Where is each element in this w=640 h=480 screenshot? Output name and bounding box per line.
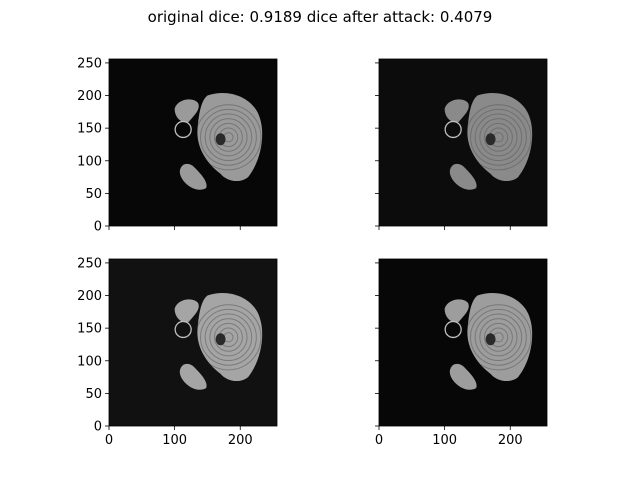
brain-core-dark [215, 133, 226, 146]
marker-circle [444, 320, 462, 339]
brain-texture-ring [213, 322, 243, 352]
brain-texture-ring [470, 108, 527, 166]
y-tick-label: 150 [77, 122, 102, 137]
brain-texture-ring [197, 304, 262, 371]
brain-texture-ring [483, 322, 513, 352]
brain-texture-ring [479, 318, 518, 357]
brain-texture-ring [467, 304, 532, 371]
x-tick-label: 100 [432, 433, 457, 448]
brain-texture-ring [204, 113, 253, 162]
y-tick-label: 50 [85, 387, 102, 402]
brain-core-dark [215, 333, 226, 346]
brain-upper-lobe [174, 299, 199, 323]
brain-core-dark [485, 133, 496, 146]
brain-texture-ring [474, 313, 523, 362]
brain-texture-ring [213, 122, 243, 152]
y-tick-label: 0 [94, 220, 102, 235]
y-tick-label: 250 [77, 56, 102, 71]
x-tick-label: 200 [498, 433, 523, 448]
brain-lower-lobe [449, 363, 477, 390]
y-tick-label: 200 [77, 89, 102, 104]
brain-core-dark [485, 333, 496, 346]
x-tick-label: 100 [162, 433, 187, 448]
brain-texture-ring [200, 308, 257, 366]
y-tick-label: 150 [77, 322, 102, 337]
subplot-top-left: 0 50 100 150 200 250 [77, 56, 278, 235]
y-tick-label: 250 [77, 256, 102, 271]
brain-lower-lobe [179, 363, 207, 390]
axes-frame [378, 258, 548, 427]
brain-texture-ring [204, 313, 253, 362]
brain-upper-lobe [444, 99, 469, 123]
brain-lower-lobe [179, 163, 207, 190]
x-tick-label: 200 [228, 433, 253, 448]
brain-upper-lobe [174, 99, 199, 123]
marker-circle [174, 120, 192, 139]
axes-frame [108, 58, 278, 227]
y-tick-label: 100 [77, 354, 102, 369]
y-tick-label: 100 [77, 154, 102, 169]
axes-frame [378, 58, 548, 227]
brain-texture-ring [483, 122, 513, 152]
marker-circle [444, 120, 462, 139]
x-tick-label: 0 [105, 433, 113, 448]
brain-texture-ring [470, 308, 527, 366]
brain-texture-ring [200, 108, 257, 166]
brain-texture-ring [209, 118, 248, 157]
y-tick-label: 50 [85, 187, 102, 202]
brain-upper-lobe [444, 299, 469, 323]
marker-circle [174, 320, 192, 339]
y-tick-label: 0 [94, 420, 102, 435]
y-tick-label: 200 [77, 289, 102, 304]
brain-texture-ring [467, 104, 532, 171]
figure-suptitle: original dice: 0.9189 dice after attack:… [148, 8, 493, 26]
subplot-bottom-right: 0 100 200 [375, 258, 548, 448]
subplot-bottom-left: 0 100 200 0 50 100 150 200 250 [77, 256, 278, 448]
brain-lower-lobe [449, 163, 477, 190]
brain-texture-ring [197, 104, 262, 171]
axes-frame [108, 258, 278, 427]
subplot-grid: 0 50 100 150 200 250 0 100 200 0 50 100 150 200 250 0 10… [77, 56, 548, 448]
subplot-top-right [375, 58, 548, 230]
brain-texture-ring [479, 118, 518, 157]
brain-texture-ring [209, 318, 248, 357]
brain-texture-ring [474, 113, 523, 162]
x-tick-label: 0 [375, 433, 383, 448]
